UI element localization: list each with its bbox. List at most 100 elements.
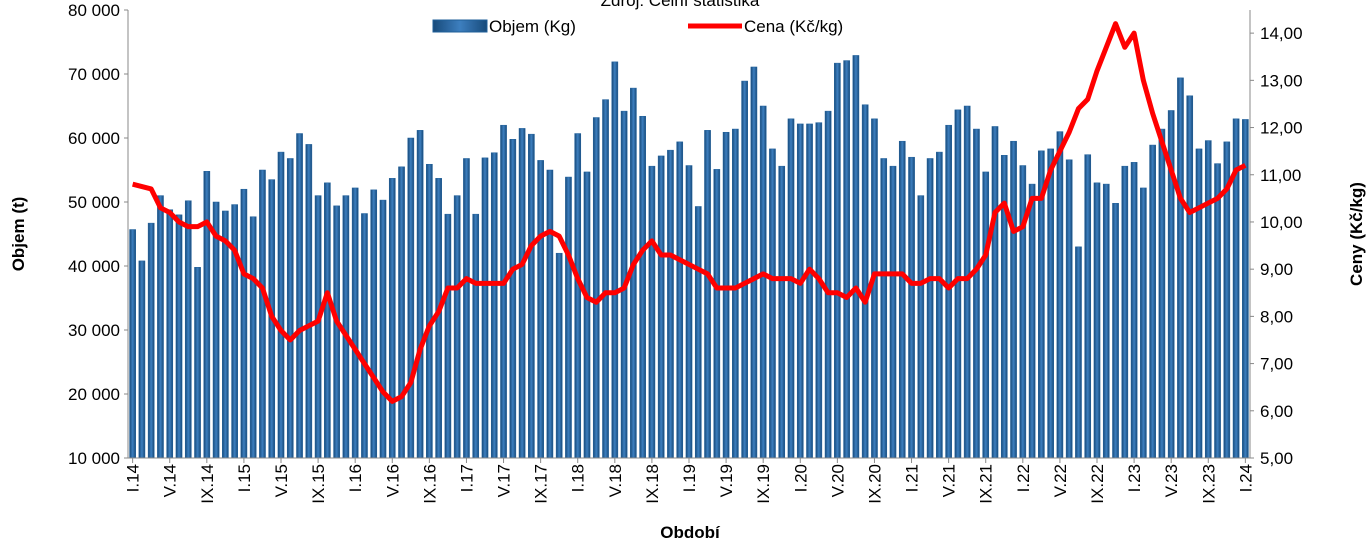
x-tick-label: IX.16 <box>420 464 439 504</box>
bar <box>222 210 229 459</box>
y-tick-label: 10 000 <box>68 449 120 468</box>
bar <box>490 152 498 459</box>
bar <box>129 229 136 459</box>
bar <box>1056 131 1064 459</box>
x-tick-label: V.20 <box>828 464 847 497</box>
bar <box>667 149 674 459</box>
bar <box>1047 148 1054 459</box>
bar <box>657 155 665 459</box>
x-tick-label: IX.23 <box>1199 464 1218 504</box>
y2-tick-label: 11,00 <box>1260 166 1301 185</box>
bar <box>1149 144 1156 459</box>
x-tick-label: I.19 <box>680 464 699 492</box>
x-tick-label: V.15 <box>272 464 291 497</box>
bar <box>796 123 804 459</box>
bar <box>361 213 368 459</box>
bar <box>1019 165 1027 459</box>
bar <box>1177 77 1184 459</box>
bar <box>277 151 285 459</box>
bar <box>1242 119 1249 459</box>
bar <box>426 163 433 459</box>
x-tick-label: IX.14 <box>198 464 217 504</box>
x-tick-label: IX.15 <box>309 464 328 504</box>
y-tick-label: 50 000 <box>68 193 120 212</box>
bar <box>639 115 646 459</box>
bar <box>259 169 266 459</box>
bar <box>296 133 303 459</box>
bar <box>815 122 823 459</box>
bar <box>500 124 507 459</box>
bar <box>917 195 925 459</box>
y-axis-title: Objem (t) <box>9 197 28 272</box>
y2-tick-label: 10,00 <box>1260 213 1303 232</box>
bar <box>157 195 164 459</box>
bar <box>769 148 776 459</box>
bar <box>898 140 906 459</box>
x-tick-label: V.22 <box>1051 464 1070 497</box>
y2-tick-label: 13,00 <box>1260 71 1303 90</box>
bar <box>722 131 730 459</box>
legend-swatch <box>432 19 488 33</box>
x-tick-label: I.21 <box>903 464 922 492</box>
bar <box>963 105 971 459</box>
bar <box>1121 165 1129 459</box>
bar <box>1065 159 1073 459</box>
bar <box>648 165 656 459</box>
bar <box>704 130 711 459</box>
bar <box>787 118 795 459</box>
bar <box>1112 203 1119 459</box>
bar <box>694 206 702 459</box>
y2-tick-label: 5,00 <box>1260 449 1293 468</box>
y2-tick-label: 8,00 <box>1260 307 1293 326</box>
x-tick-label: I.15 <box>235 464 254 492</box>
bar <box>991 126 999 459</box>
x-tick-label: I.17 <box>457 464 476 492</box>
bar <box>416 130 424 459</box>
x-tick-label: V.16 <box>383 464 402 497</box>
bar <box>880 158 888 459</box>
bar <box>741 80 748 459</box>
y2-tick-label: 6,00 <box>1260 402 1293 421</box>
bar <box>509 139 517 459</box>
bar <box>685 165 693 459</box>
bar <box>472 213 480 459</box>
bar <box>1195 148 1203 459</box>
bar <box>286 158 294 459</box>
bar <box>1186 95 1194 459</box>
x-tick-label: I.23 <box>1125 464 1144 492</box>
bar <box>388 178 396 459</box>
x-tick-label: I.22 <box>1014 464 1033 492</box>
bar <box>407 137 415 459</box>
x-tick-label: V.18 <box>606 464 625 497</box>
y-tick-label: 20 000 <box>68 385 120 404</box>
y2-tick-label: 12,00 <box>1260 119 1303 138</box>
bar <box>1093 182 1101 459</box>
bar <box>528 133 535 459</box>
bar <box>936 151 943 459</box>
bar <box>546 169 554 459</box>
bar <box>806 123 813 459</box>
bar <box>314 195 322 459</box>
x-tick-label: IX.17 <box>532 464 551 504</box>
bar <box>1214 163 1221 459</box>
bar <box>212 201 220 459</box>
bar <box>945 124 952 459</box>
x-tick-label: IX.22 <box>1088 464 1107 504</box>
legend-label: Objem (Kg) <box>489 17 576 36</box>
bar <box>982 171 990 459</box>
y-tick-label: 70 000 <box>68 65 120 84</box>
bar <box>481 157 489 459</box>
bar <box>555 252 563 459</box>
y2-tick-label: 14,00 <box>1260 24 1303 43</box>
y2-tick-label: 9,00 <box>1260 260 1293 279</box>
bar <box>305 144 313 459</box>
bar <box>370 189 378 459</box>
x-tick-label: I.14 <box>124 464 143 492</box>
bar <box>824 110 832 459</box>
bar <box>518 128 526 459</box>
x-tick-label: V.21 <box>940 464 959 497</box>
bar <box>147 222 155 459</box>
bar <box>194 267 201 459</box>
bar <box>203 171 211 459</box>
